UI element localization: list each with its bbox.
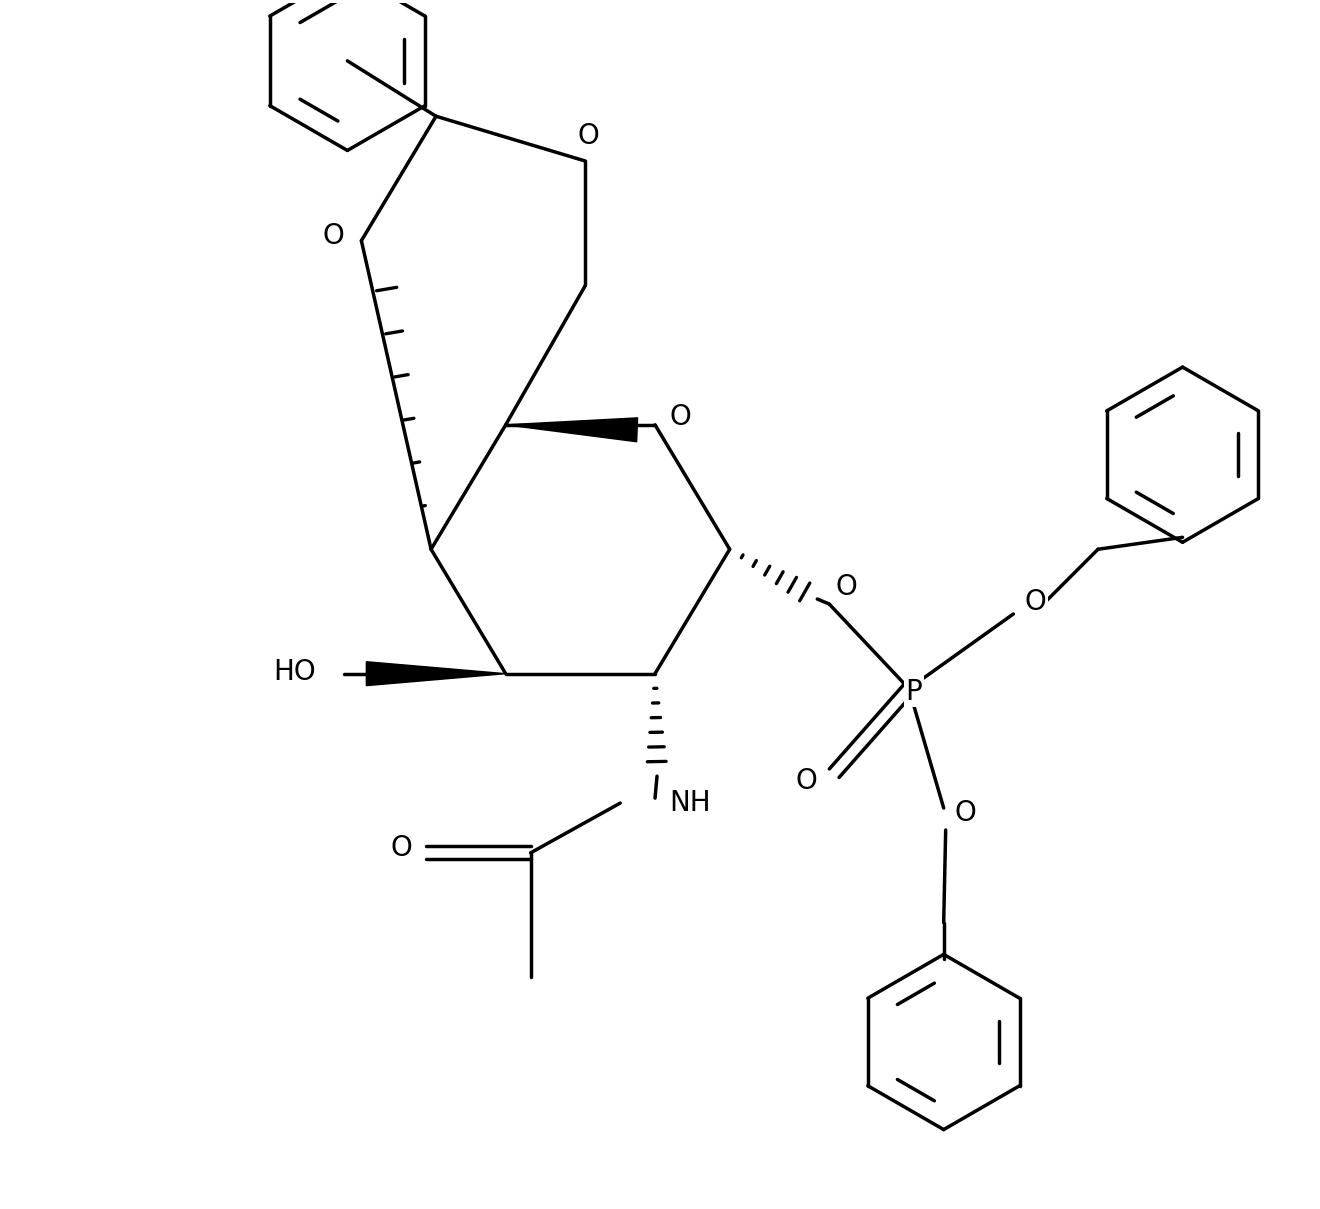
- Text: O: O: [577, 122, 599, 150]
- Text: O: O: [796, 768, 817, 796]
- Text: O: O: [669, 403, 690, 430]
- Text: O: O: [391, 834, 412, 862]
- Polygon shape: [506, 418, 638, 441]
- Text: P: P: [906, 677, 923, 706]
- Text: HO: HO: [273, 658, 315, 686]
- Text: O: O: [322, 221, 345, 250]
- Text: NH: NH: [669, 789, 710, 817]
- Polygon shape: [367, 661, 506, 686]
- Text: O: O: [1024, 588, 1047, 617]
- Text: O: O: [954, 799, 977, 827]
- Text: O: O: [836, 573, 857, 601]
